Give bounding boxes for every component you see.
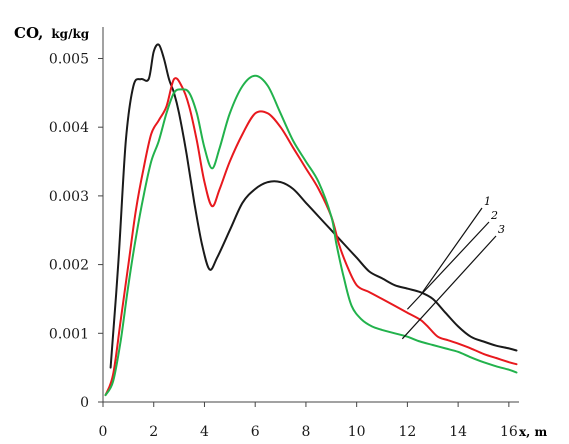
x-tick-label: 14: [449, 424, 467, 440]
x-tick-label: 0: [99, 424, 108, 440]
x-tick-label: 6: [251, 424, 260, 440]
y-tick-label: 0.002: [49, 258, 89, 274]
series-tag-3: 3: [498, 223, 505, 236]
series-lines: [104, 43, 518, 397]
x-tick-label: 10: [348, 424, 366, 440]
x-axis-label: x, m: [519, 425, 548, 439]
series-line-3: [104, 74, 518, 397]
series-leader-1: [422, 207, 483, 293]
y-tick-label: 0.004: [49, 120, 89, 136]
axes: [102, 27, 519, 403]
series-line-2: [104, 77, 518, 397]
x-tick-label: 2: [149, 424, 158, 440]
y-tick-label: 0.001: [49, 326, 89, 342]
y-tick-label: 0.005: [49, 51, 89, 67]
series-leader-2: [406, 221, 490, 310]
y-tick-label: 0.003: [49, 189, 89, 205]
series-tag-2: 2: [490, 209, 498, 222]
x-tick-label: 8: [301, 424, 310, 440]
series-line-1: [109, 43, 518, 369]
y-axis-label: CO, kg/kg: [14, 24, 90, 42]
x-tick-label: 4: [200, 424, 209, 440]
y-tick-label: 0: [80, 395, 89, 411]
y-axis-label-unit: kg/kg: [51, 27, 89, 41]
series-tag-1: 1: [484, 195, 491, 208]
x-tick-label: 12: [398, 424, 416, 440]
x-tick-label: 16: [500, 424, 518, 440]
tick-marks: [98, 57, 510, 407]
series-leader-3: [401, 235, 497, 340]
y-axis-label-quantity: CO,: [14, 24, 43, 42]
series-leader-lines: 123: [401, 195, 505, 340]
